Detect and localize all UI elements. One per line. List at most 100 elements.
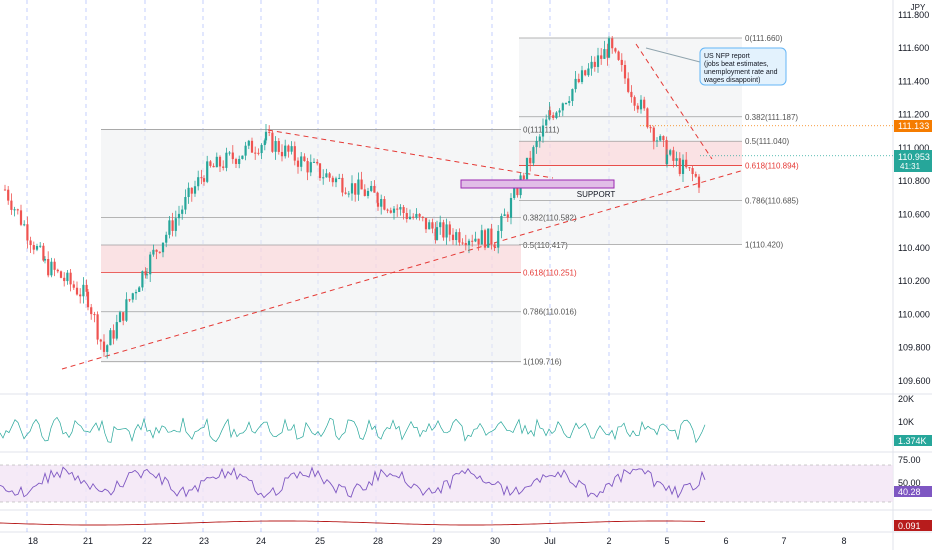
candle-body-159	[497, 230, 500, 248]
candle-body-43	[138, 287, 141, 292]
callout-line-2: (jobs beat estimates,	[704, 61, 769, 68]
candle-body-91	[287, 145, 290, 152]
candle-body-63	[200, 177, 203, 179]
fib-right-golden-zone	[519, 141, 742, 166]
trend-lines[interactable]	[61, 43, 745, 370]
candle-body-212	[662, 136, 665, 141]
indicator-panes	[0, 416, 893, 526]
candle-body-136	[428, 222, 431, 230]
candle-body-90	[284, 145, 287, 157]
candle-body-106	[334, 178, 338, 183]
candle-body-75	[238, 158, 241, 164]
candle-body-171	[535, 140, 538, 148]
candle-body-40	[128, 299, 131, 301]
candle-body-60	[190, 187, 193, 194]
fib-left-label-0618: 0.618(110.251)	[523, 269, 577, 278]
candle-body-1	[7, 189, 10, 201]
fib-left-label-0382: 0.382(110.582)	[523, 213, 577, 222]
candle-body-45	[144, 271, 147, 276]
candle-body-71	[225, 152, 228, 168]
date-axis[interactable]: 18 21 22 23 24 25 28 29 30 Jul 2 5 6 7 8	[28, 536, 847, 546]
candle-body-134	[421, 216, 424, 218]
candle-body-205	[639, 99, 643, 110]
candle-body-151	[474, 238, 477, 242]
candle-body-0	[3, 189, 7, 191]
current-price-badge	[894, 150, 932, 172]
candle-body-163	[509, 197, 513, 218]
candle-body-112	[354, 183, 357, 195]
candle-body-50	[158, 251, 161, 253]
candle-body-103	[325, 173, 328, 178]
candle-body-170	[532, 147, 535, 164]
volume-tick-10k: 10K	[898, 417, 914, 427]
price-tick-110000: 110.000	[898, 309, 930, 319]
price-tick-110800: 110.800	[898, 176, 930, 186]
candle-body-107	[338, 177, 341, 179]
candle-body-9	[32, 245, 35, 250]
candle-body-26	[85, 284, 88, 292]
date-label-5: 5	[664, 536, 669, 546]
candle-body-142	[445, 224, 448, 238]
candle-body-74	[234, 159, 238, 164]
price-axis[interactable]: JPY 111.800 111.600 111.400 111.200 111.…	[894, 3, 932, 531]
candle-body-38	[122, 312, 125, 321]
candle-body-164	[513, 186, 516, 198]
candle-body-28	[90, 307, 93, 315]
candle-body-67	[212, 165, 215, 168]
candle-body-207	[646, 108, 649, 128]
candle-body-110	[347, 193, 350, 195]
candle-body-190	[593, 61, 596, 67]
candle-body-80	[254, 152, 257, 154]
candle-body-16	[53, 261, 56, 270]
price-tick-110200: 110.200	[898, 276, 930, 286]
candle-body-176	[548, 110, 552, 116]
candle-body-185	[577, 78, 580, 83]
candle-body-97	[306, 161, 309, 173]
candle-body-165	[516, 186, 519, 196]
candle-body-99	[312, 161, 316, 163]
callout-box[interactable]	[699, 47, 787, 86]
rsi-badge	[894, 486, 932, 497]
price-tick-109600: 109.600	[898, 376, 931, 386]
candle-body-6	[23, 224, 26, 226]
candle-body-57	[181, 209, 184, 214]
fib-right-label-0618: 0.618(110.894)	[745, 162, 799, 171]
callout-line-1: US NFP report	[704, 53, 750, 60]
candle-body-224	[697, 176, 701, 188]
candle-body-22	[72, 284, 75, 288]
candle-body-55	[174, 218, 177, 231]
candle-body-25	[82, 284, 85, 297]
date-label-21: 21	[83, 536, 93, 546]
candle-body-108	[341, 177, 344, 193]
price-tick-110600: 110.600	[898, 210, 930, 220]
candle-body-216	[672, 150, 675, 161]
fibonacci-retracements[interactable]: 0(111.111) 0.382(110.582) 0.5(110.417) 0.61…	[101, 34, 799, 367]
candle-body-156	[490, 228, 493, 245]
date-label-6: 6	[723, 536, 728, 546]
candle-body-202	[630, 91, 633, 98]
support-zone[interactable]: SUPPORT	[460, 179, 615, 199]
candle-body-195	[607, 38, 611, 58]
candle-body-58	[184, 197, 187, 210]
third-indicator-line	[0, 520, 705, 526]
candle-body-199	[620, 59, 623, 65]
candle-body-138	[434, 228, 437, 241]
candle-body-10	[35, 246, 39, 250]
candle-body-194	[606, 49, 609, 58]
candle-body-116	[366, 190, 370, 196]
candle-body-132	[415, 213, 418, 218]
fib-left-label-1: 1(109.716)	[523, 358, 562, 367]
candle-body-76	[241, 155, 244, 159]
candle-body-113	[357, 179, 360, 195]
candle-body-126	[396, 208, 399, 210]
candle-body-49	[155, 249, 158, 252]
candle-body-65	[206, 161, 209, 182]
candle-body-186	[580, 70, 584, 83]
support-rectangle[interactable]	[460, 179, 615, 189]
nfp-callout[interactable]: US NFP report (jobs beat estimates, unem…	[645, 47, 787, 86]
candle-body-118	[373, 185, 376, 193]
candle-body-94	[296, 160, 300, 167]
candle-body-192	[600, 55, 603, 59]
candle-body-203	[633, 97, 636, 106]
